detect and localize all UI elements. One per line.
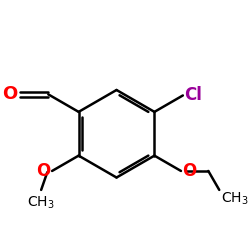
Text: CH$_3$: CH$_3$ bbox=[221, 191, 249, 208]
Text: CH$_3$: CH$_3$ bbox=[27, 195, 55, 211]
Text: O: O bbox=[36, 162, 51, 180]
Text: Cl: Cl bbox=[184, 86, 202, 104]
Text: O: O bbox=[182, 162, 196, 180]
Text: O: O bbox=[2, 85, 17, 103]
